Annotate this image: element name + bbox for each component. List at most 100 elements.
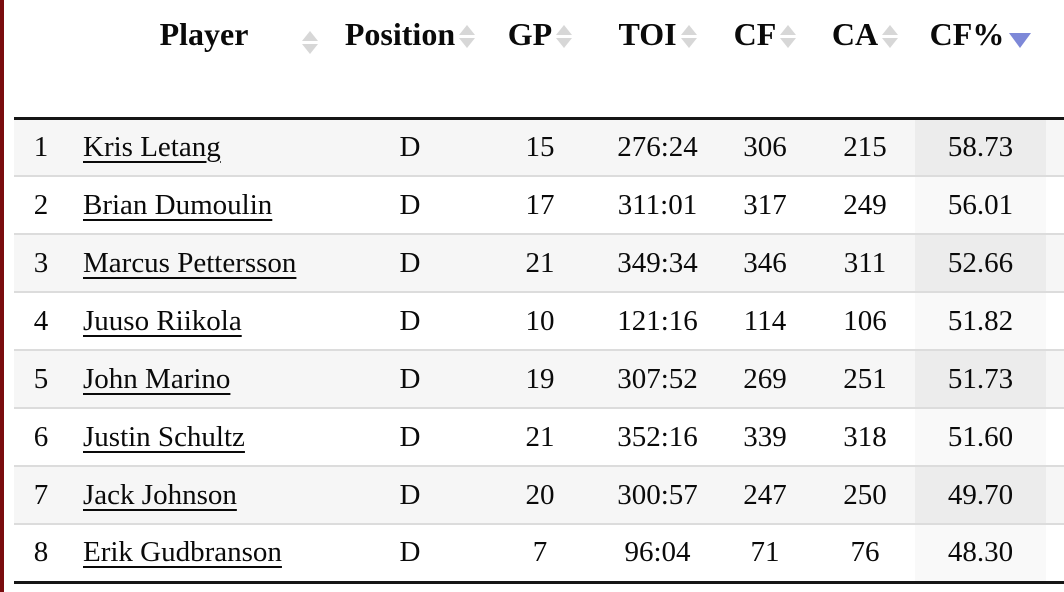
gp-cell: 21 xyxy=(480,407,600,466)
toi-cell: 349:34 xyxy=(600,233,715,292)
filler-cell xyxy=(1046,407,1064,466)
player-link[interactable]: Juuso Riikola xyxy=(83,304,242,337)
player-cell: John Marino xyxy=(68,349,340,408)
toi-cell: 96:04 xyxy=(600,523,715,584)
header-cf-label: CF xyxy=(733,16,777,52)
filler-cell xyxy=(1046,465,1064,524)
cfpct-cell: 56.01 xyxy=(915,175,1046,234)
gp-cell: 15 xyxy=(525,130,555,163)
ca-cell: 318 xyxy=(815,407,915,466)
table-row: 1 Kris Letang D 15 276:24 306 215 58.73 xyxy=(14,118,1064,176)
toi-cell: 121:16 xyxy=(600,291,715,350)
gp-cell: 19 xyxy=(480,349,600,408)
player-link[interactable]: Brian Dumoulin xyxy=(83,188,273,221)
sort-both-icon[interactable] xyxy=(459,25,476,48)
header-ca-label: CA xyxy=(831,16,879,52)
header-gp-label: GP xyxy=(507,16,553,52)
filler-cell xyxy=(1046,523,1064,584)
rank-cell: 3 xyxy=(14,233,68,292)
gp-cell: 10 xyxy=(480,291,600,350)
cf-cell: 306 xyxy=(743,130,787,163)
cfpct-cell: 52.66 xyxy=(915,233,1046,292)
cfpct-cell: 51.82 xyxy=(915,291,1046,350)
ca-cell: 250 xyxy=(815,465,915,524)
player-link[interactable]: John Marino xyxy=(83,362,231,395)
filler-cell xyxy=(1046,118,1064,176)
gp-cell: 20 xyxy=(480,465,600,524)
table-row: 6 Justin Schultz D 21 352:16 339 318 51.… xyxy=(14,407,1064,466)
rank-cell: 7 xyxy=(14,465,68,524)
cfpct-cell: 51.73 xyxy=(915,349,1046,408)
cf-cell: 247 xyxy=(715,465,815,524)
player-link[interactable]: Marcus Pettersson xyxy=(83,246,297,279)
filler-cell xyxy=(1046,349,1064,408)
position-cell: D xyxy=(340,291,480,350)
table-row: 8 Erik Gudbranson D 7 96:04 71 76 48.30 xyxy=(14,523,1064,584)
rank-cell: 2 xyxy=(14,175,68,234)
sort-desc-icon[interactable] xyxy=(1009,33,1032,48)
sort-both-icon[interactable] xyxy=(680,25,697,48)
cfpct-cell: 49.70 xyxy=(915,465,1046,524)
player-cell: Marcus Pettersson xyxy=(68,233,340,292)
toi-cell: 276:24 xyxy=(617,130,698,163)
player-link[interactable]: Erik Gudbranson xyxy=(83,536,282,569)
filler-cell xyxy=(1046,233,1064,292)
cf-cell: 339 xyxy=(715,407,815,466)
header-cfpct[interactable]: CF% xyxy=(915,0,1046,120)
sort-both-icon[interactable] xyxy=(882,25,899,48)
header-player[interactable]: Player xyxy=(68,0,340,120)
player-cell: Erik Gudbranson xyxy=(68,523,340,584)
rank-cell: 1 xyxy=(33,130,49,163)
cfpct-cell: 48.30 xyxy=(915,523,1046,584)
cfpct-cell: 51.60 xyxy=(915,407,1046,466)
player-cell: Justin Schultz xyxy=(68,407,340,466)
header-gp[interactable]: GP xyxy=(480,0,600,120)
rank-cell: 4 xyxy=(14,291,68,350)
position-cell: D xyxy=(340,233,480,292)
toi-cell: 311:01 xyxy=(600,175,715,234)
ca-cell: 311 xyxy=(815,233,915,292)
cf-cell: 114 xyxy=(715,291,815,350)
toi-cell: 352:16 xyxy=(600,407,715,466)
player-cell: Kris Letang xyxy=(68,118,340,176)
header-rank xyxy=(14,0,68,120)
header-toi-label: TOI xyxy=(618,16,677,52)
player-cell: Jack Johnson xyxy=(68,465,340,524)
header-ca[interactable]: CA xyxy=(815,0,915,120)
position-cell: D xyxy=(399,130,421,163)
header-row: Player Position GP TOI CF CA CF% xyxy=(14,0,1064,120)
player-link[interactable]: Justin Schultz xyxy=(83,420,245,453)
position-cell: D xyxy=(340,465,480,524)
cf-cell: 269 xyxy=(715,349,815,408)
rank-cell: 5 xyxy=(14,349,68,408)
player-cell: Brian Dumoulin xyxy=(68,175,340,234)
table-row: 5 John Marino D 19 307:52 269 251 51.73 xyxy=(14,349,1064,408)
player-link[interactable]: Jack Johnson xyxy=(83,478,237,511)
sort-both-icon[interactable] xyxy=(556,25,573,48)
header-cfpct-label: CF% xyxy=(929,16,1005,52)
page-left-border xyxy=(0,0,4,592)
table-row: 3 Marcus Pettersson D 21 349:34 346 311 … xyxy=(14,233,1064,292)
gp-cell: 7 xyxy=(480,523,600,584)
toi-cell: 300:57 xyxy=(600,465,715,524)
sort-both-icon[interactable] xyxy=(302,31,318,54)
gp-cell: 17 xyxy=(480,175,600,234)
table-row: 2 Brian Dumoulin D 17 311:01 317 249 56.… xyxy=(14,175,1064,234)
rank-cell: 8 xyxy=(14,523,68,584)
ca-cell: 249 xyxy=(815,175,915,234)
position-cell: D xyxy=(340,175,480,234)
ca-cell: 76 xyxy=(815,523,915,584)
position-cell: D xyxy=(340,349,480,408)
player-stats-table: Player Position GP TOI CF CA CF% xyxy=(14,0,1064,584)
ca-cell: 251 xyxy=(815,349,915,408)
rank-cell: 6 xyxy=(14,407,68,466)
header-position[interactable]: Position xyxy=(340,0,480,120)
header-cf[interactable]: CF xyxy=(715,0,815,120)
player-link[interactable]: Kris Letang xyxy=(83,130,221,163)
header-filler xyxy=(1046,0,1064,120)
header-position-label: Position xyxy=(344,16,456,52)
sort-both-icon[interactable] xyxy=(780,25,797,48)
header-toi[interactable]: TOI xyxy=(600,0,715,120)
filler-cell xyxy=(1046,175,1064,234)
cfpct-cell: 58.73 xyxy=(915,118,1046,176)
